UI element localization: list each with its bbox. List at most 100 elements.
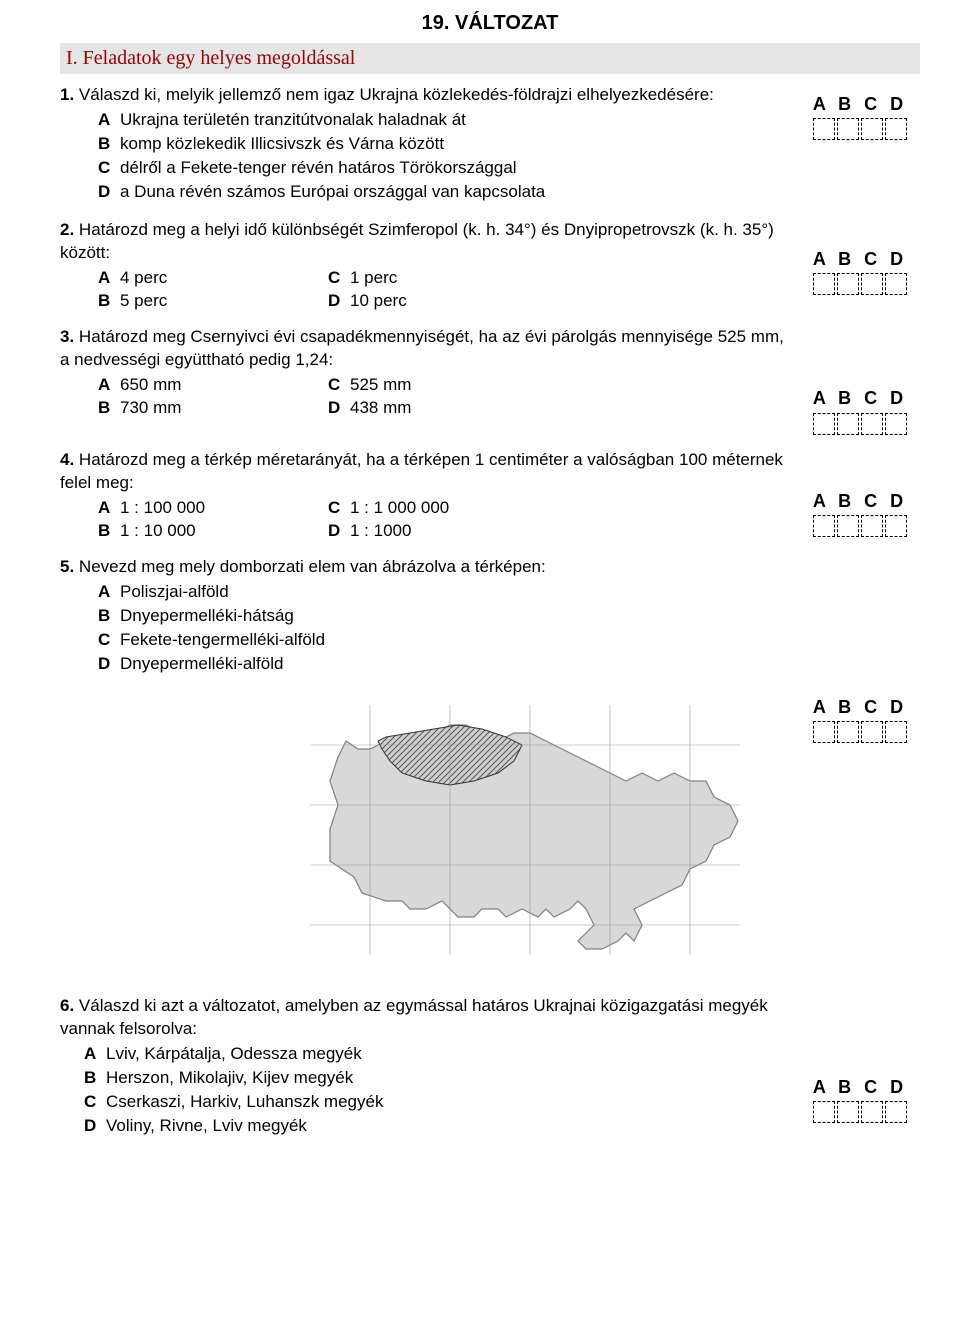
opt-label: D <box>328 520 350 543</box>
q6-options: ALviv, Kárpátalja, Odessza megyék BHersz… <box>60 1043 790 1138</box>
q1-options: AUkrajna területén tranzitútvonalak hala… <box>60 109 790 204</box>
q3-prompt: Határozd meg Csernyivci évi csapadékmenn… <box>60 327 784 369</box>
answer-grid-5: A B C D <box>800 695 920 743</box>
answer-box[interactable] <box>837 515 859 537</box>
answer-box[interactable] <box>837 273 859 295</box>
opt-text: Cserkaszi, Harkiv, Luhanszk megyék <box>106 1092 383 1111</box>
q3-options: A650 mm B730 mm C525 mm D438 mm <box>60 374 790 420</box>
opt-label: C <box>98 629 120 652</box>
opt-text: komp közlekedik Illicsivszk és Várna köz… <box>120 134 444 153</box>
abcd-head: A B C D <box>800 1075 920 1099</box>
opt-label: C <box>328 374 350 397</box>
opt-label: B <box>98 520 120 543</box>
opt-label: A <box>98 581 120 604</box>
question-2: 2. Határozd meg a helyi idő különbségét … <box>60 219 920 313</box>
page-title: 19. VÁLTOZAT <box>60 10 920 37</box>
answer-box[interactable] <box>861 118 883 140</box>
opt-label: D <box>328 290 350 313</box>
answer-box[interactable] <box>837 1101 859 1123</box>
ukraine-map <box>290 685 750 965</box>
opt-text: 1 perc <box>350 268 397 287</box>
question-1: 1. Válaszd ki, melyik jellemző nem igaz … <box>60 84 920 205</box>
abcd-head: A B C D <box>800 386 920 410</box>
answer-box[interactable] <box>813 118 835 140</box>
opt-text: 1 : 10 000 <box>120 521 196 540</box>
opt-text: délről a Fekete-tenger révén határos Tör… <box>120 158 517 177</box>
opt-label: A <box>84 1043 106 1066</box>
answer-box[interactable] <box>813 413 835 435</box>
opt-label: C <box>98 157 120 180</box>
answer-box[interactable] <box>861 1101 883 1123</box>
answer-box[interactable] <box>885 118 907 140</box>
opt-text: 1 : 100 000 <box>120 498 205 517</box>
opt-text: 5 perc <box>120 291 167 310</box>
opt-label: D <box>98 181 120 204</box>
answer-box[interactable] <box>813 515 835 537</box>
answer-box[interactable] <box>861 721 883 743</box>
q4-options: A1 : 100 000 B1 : 10 000 C1 : 1 000 000 … <box>60 497 790 543</box>
opt-text: 650 mm <box>120 375 181 394</box>
opt-label: A <box>98 374 120 397</box>
answer-box[interactable] <box>837 118 859 140</box>
opt-text: Voliny, Rivne, Lviv megyék <box>106 1116 307 1135</box>
q6-num: 6. <box>60 996 74 1015</box>
opt-text: Ukrajna területén tranzitútvonalak halad… <box>120 110 466 129</box>
abcd-head: A B C D <box>800 92 920 116</box>
opt-label: A <box>98 109 120 132</box>
opt-label: C <box>84 1091 106 1114</box>
q6-prompt: Válaszd ki azt a változatot, amelyben az… <box>60 996 768 1038</box>
answer-box[interactable] <box>885 721 907 743</box>
question-3: 3. Határozd meg Csernyivci évi csapadékm… <box>60 326 920 434</box>
answer-box[interactable] <box>837 721 859 743</box>
q1-num: 1. <box>60 85 74 104</box>
answer-box[interactable] <box>885 515 907 537</box>
answer-grid-6: A B C D <box>800 995 920 1123</box>
opt-label: B <box>84 1067 106 1090</box>
opt-text: 10 perc <box>350 291 407 310</box>
q2-prompt: Határozd meg a helyi idő különbségét Szi… <box>60 220 774 262</box>
q1-prompt: Válaszd ki, melyik jellemző nem igaz Ukr… <box>79 85 714 104</box>
opt-label: B <box>98 133 120 156</box>
map-container: A B C D <box>60 685 920 965</box>
opt-label: B <box>98 290 120 313</box>
abcd-head: A B C D <box>800 247 920 271</box>
opt-label: C <box>328 497 350 520</box>
section-heading: I. Feladatok egy helyes megoldással <box>60 43 920 74</box>
answer-box[interactable] <box>885 413 907 435</box>
opt-text: 4 perc <box>120 268 167 287</box>
opt-label: A <box>98 267 120 290</box>
opt-label: C <box>328 267 350 290</box>
opt-label: A <box>98 497 120 520</box>
opt-text: Poliszjai-alföld <box>120 582 229 601</box>
answer-box[interactable] <box>813 273 835 295</box>
question-6: 6. Válaszd ki azt a változatot, amelyben… <box>60 995 920 1139</box>
opt-text: Lviv, Kárpátalja, Odessza megyék <box>106 1044 362 1063</box>
question-5: 5. Nevezd meg mely domborzati elem van á… <box>60 556 920 677</box>
answer-box[interactable] <box>813 1101 835 1123</box>
answer-box[interactable] <box>885 1101 907 1123</box>
answer-box[interactable] <box>861 413 883 435</box>
opt-text: 438 mm <box>350 398 411 417</box>
answer-grid-3: A B C D <box>800 326 920 434</box>
opt-text: 730 mm <box>120 398 181 417</box>
answer-grid-2: A B C D <box>800 219 920 295</box>
opt-label: D <box>84 1115 106 1138</box>
abcd-head: A B C D <box>800 695 920 719</box>
answer-grid-1: A B C D <box>800 84 920 140</box>
answer-box[interactable] <box>885 273 907 295</box>
q2-options: A4 perc B5 perc C1 perc D10 perc <box>60 267 790 313</box>
opt-label: B <box>98 605 120 628</box>
answer-box[interactable] <box>813 721 835 743</box>
opt-text: Herszon, Mikolajiv, Kijev megyék <box>106 1068 353 1087</box>
answer-box[interactable] <box>861 515 883 537</box>
q4-num: 4. <box>60 450 74 469</box>
opt-label: D <box>328 397 350 420</box>
answer-box[interactable] <box>837 413 859 435</box>
q5-prompt: Nevezd meg mely domborzati elem van ábrá… <box>79 557 546 576</box>
answer-box[interactable] <box>861 273 883 295</box>
question-4: 4. Határozd meg a térkép méretarányát, h… <box>60 449 920 543</box>
opt-text: Dnyepermelléki-alföld <box>120 654 283 673</box>
q4-prompt: Határozd meg a térkép méretarányát, ha a… <box>60 450 783 492</box>
opt-label: D <box>98 653 120 676</box>
opt-text: Dnyepermelléki-hátság <box>120 606 294 625</box>
